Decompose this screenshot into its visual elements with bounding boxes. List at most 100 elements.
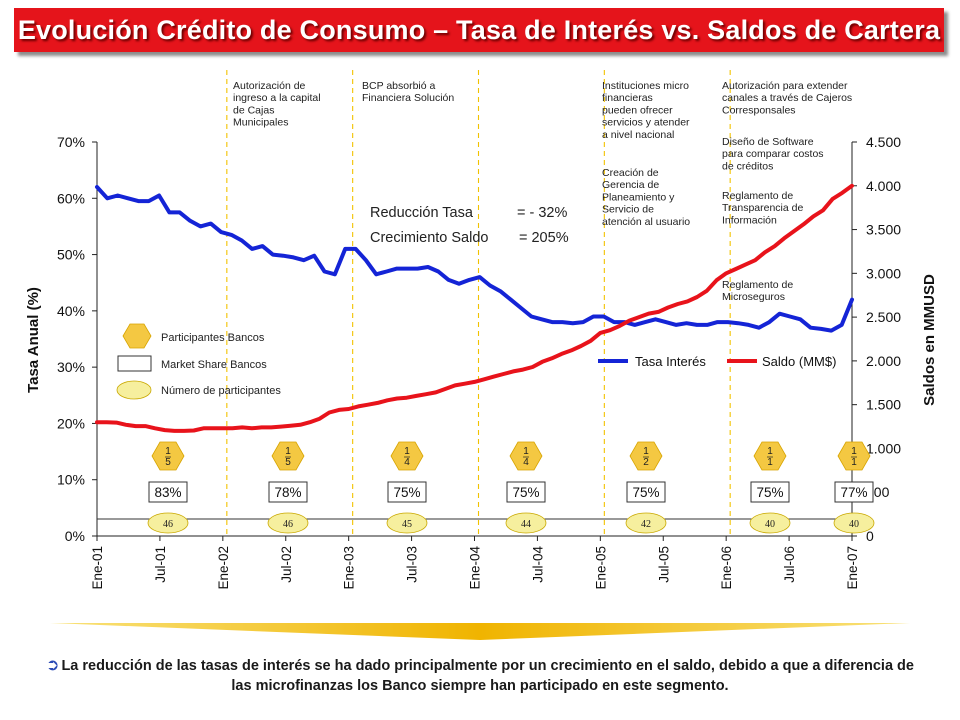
x-tick-label: Ene-03 — [342, 546, 357, 590]
participantes-bancos-value: 1 — [851, 457, 857, 468]
numero-participantes-value: 46 — [283, 519, 293, 530]
summary-rate-label: Reducción Tasa — [370, 205, 474, 221]
participantes-bancos-value: 5 — [165, 457, 171, 468]
participantes-bancos-value: 1 — [767, 457, 773, 468]
y-right-tick-label: 4.500 — [866, 134, 901, 150]
x-tick-label: Jul-05 — [656, 546, 671, 583]
y-left-tick-label: 70% — [57, 134, 85, 150]
legend-participantes-bancos: Participantes Bancos — [161, 332, 265, 344]
rate-vs-balance-chart: 0%10%20%30%40%50%60%70%05001.0001.5002.0… — [25, 70, 938, 640]
event-annotation: Reglamento de Microseguros — [722, 279, 793, 303]
participantes-bancos-value: 1 — [851, 446, 857, 457]
summary-box: Reducción Tasa = - 32% Crecimiento Saldo… — [370, 205, 569, 246]
y-left-tick-label: 50% — [57, 247, 85, 263]
hexagon-legend-icon — [122, 323, 152, 349]
legend-balance-label: Saldo (MM$) — [762, 354, 836, 369]
x-tick-label: Jul-04 — [530, 546, 545, 583]
ellipse-legend-icon — [116, 380, 152, 400]
summary-balance-label: Crecimiento Saldo — [370, 230, 488, 246]
y-right-tick-label: 4.000 — [866, 178, 901, 194]
participantes-bancos-hexagon — [753, 441, 787, 471]
event-annotation: Diseño de Software para comparar costos de… — [722, 136, 824, 172]
participantes-bancos-hexagon — [837, 441, 871, 471]
participantes-bancos-value: 2 — [643, 457, 649, 468]
market-share-box — [750, 481, 790, 503]
x-tick-label: Ene-02 — [216, 546, 231, 590]
series-line-tasa-interes — [95, 185, 854, 333]
marker-legend: Participantes Bancos Market Share Bancos… — [116, 323, 281, 400]
decorative-gold-bar — [50, 623, 910, 640]
arrow-bullet-icon: ➲ — [46, 657, 60, 674]
y-left-tick-label: 30% — [57, 359, 85, 375]
numero-participantes-ellipse — [147, 512, 189, 534]
page-title: Evolución Crédito de Consumo – Tasa de I… — [17, 14, 941, 45]
market-share-box — [268, 481, 308, 503]
participantes-bancos-value: 5 — [285, 457, 291, 468]
y-left-axis-title: Tasa Anual (%) — [25, 287, 42, 393]
numero-participantes-value: 45 — [402, 519, 412, 530]
market-share-box — [148, 481, 188, 503]
numero-participantes-value: 42 — [641, 519, 651, 530]
x-tick-label: Jul-06 — [782, 546, 797, 583]
x-tick-label: Ene-06 — [719, 546, 734, 590]
y-left-tick-label: 40% — [57, 303, 85, 319]
event-annotation: BCP absorbió a Financiera Solución — [362, 80, 454, 104]
rectangle-legend-icon — [117, 355, 152, 372]
participantes-bancos-hexagon — [509, 441, 543, 471]
numero-participantes-ellipse — [833, 512, 875, 534]
market-share-box — [387, 481, 427, 503]
x-tick-label: Ene-07 — [845, 546, 860, 590]
summary-rate-value: = - 32% — [517, 205, 567, 221]
x-tick-label: Jul-01 — [153, 546, 168, 583]
participantes-bancos-value: 1 — [643, 446, 649, 457]
y-right-tick-label: 2.500 — [866, 309, 901, 325]
numero-participantes-ellipse — [386, 512, 428, 534]
market-share-value: 75% — [512, 485, 539, 500]
participantes-bancos-hexagon — [629, 441, 663, 471]
y-right-tick-label: 2.000 — [866, 353, 901, 369]
y-left-tick-label: 20% — [57, 415, 85, 431]
event-annotation: Autorización para extender canales a trav… — [722, 80, 852, 116]
market-share-value: 77% — [840, 485, 867, 500]
participantes-bancos-value: 1 — [285, 446, 291, 457]
legend-market-share: Market Share Bancos — [161, 359, 267, 371]
y-right-axis-title: Saldos en MMUSD — [921, 274, 938, 406]
title-bar: Evolución Crédito de Consumo – Tasa de I… — [14, 8, 944, 52]
market-share-box — [506, 481, 546, 503]
footer-note: ➲ La reducción de las tasas de interés se… — [40, 656, 920, 696]
y-left-tick-label: 0% — [65, 528, 85, 544]
market-share-value: 75% — [756, 485, 783, 500]
event-annotation: Reglamento de Transparencia de Información — [722, 190, 803, 226]
market-share-value: 75% — [393, 485, 420, 500]
participantes-bancos-value: 4 — [523, 457, 529, 468]
numero-participantes-ellipse — [505, 512, 547, 534]
market-share-value: 75% — [632, 485, 659, 500]
series-line-saldo — [95, 183, 854, 433]
numero-participantes-ellipse — [749, 512, 791, 534]
x-tick-label: Ene-01 — [90, 546, 105, 590]
y-right-tick-label: 3.000 — [866, 265, 901, 281]
event-annotation: Autorización de ingreso a la capital de Ca… — [233, 80, 321, 129]
y-left-tick-label: 60% — [57, 190, 85, 206]
x-tick-label: Ene-05 — [593, 546, 608, 590]
participantes-bancos-hexagon — [271, 441, 305, 471]
market-share-value: 83% — [154, 485, 181, 500]
market-share-value: 78% — [274, 485, 301, 500]
summary-balance-value: = 205% — [519, 230, 569, 246]
legend-numero-participantes: Número de participantes — [161, 385, 281, 397]
numero-participantes-ellipse — [267, 512, 309, 534]
footer-text: La reducción de las tasas de interés se … — [61, 658, 914, 694]
numero-participantes-value: 40 — [849, 519, 859, 530]
event-annotation: Instituciones micro financieras pueden ofr… — [602, 80, 690, 141]
participantes-bancos-hexagon — [151, 441, 185, 471]
market-share-box — [834, 481, 874, 503]
y-right-tick-label: 1.000 — [866, 440, 901, 456]
y-right-tick-label: 3.500 — [866, 222, 901, 238]
series-legend: Tasa Interés Saldo (MM$) — [598, 354, 836, 369]
y-right-tick-label: 1.500 — [866, 397, 901, 413]
event-annotation: Creación de Gerencia de Planeamiento y Serv… — [602, 167, 690, 228]
x-tick-label: Jul-03 — [405, 546, 420, 583]
participantes-bancos-value: 1 — [523, 446, 529, 457]
market-share-box — [626, 481, 666, 503]
participantes-bancos-hexagon — [390, 441, 424, 471]
